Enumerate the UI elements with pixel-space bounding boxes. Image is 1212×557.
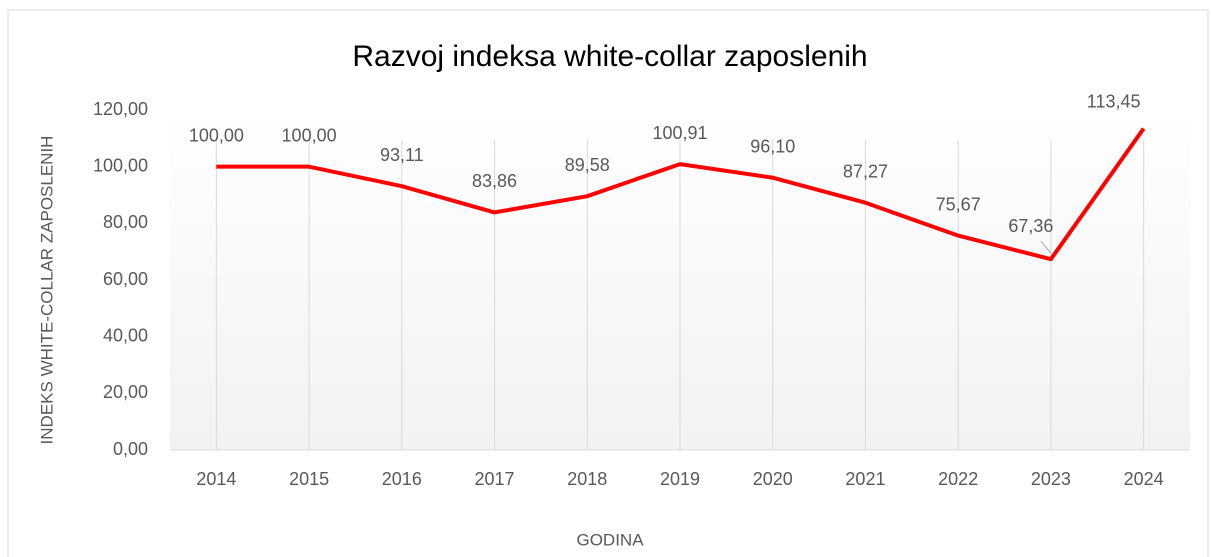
leader-line <box>1040 240 1052 254</box>
x-tick-label: 2017 <box>475 469 515 489</box>
x-tick-label: 2023 <box>1031 469 1071 489</box>
data-label: 75,67 <box>936 194 981 214</box>
data-label: 87,27 <box>843 161 888 181</box>
x-axis-title: GODINA <box>576 530 644 549</box>
x-tick-label: 2022 <box>938 469 978 489</box>
x-tick-label: 2014 <box>196 469 236 489</box>
data-label: 89,58 <box>565 155 610 175</box>
x-tick-label: 2015 <box>289 469 329 489</box>
data-label: 67,36 <box>1008 216 1053 236</box>
y-tick-label: 120,00 <box>93 99 148 119</box>
data-label: 113,45 <box>1087 91 1141 111</box>
chart-title: Razvoj indeksa white-collar zaposlenih <box>352 40 867 73</box>
y-tick-label: 80,00 <box>103 212 148 232</box>
data-label: 93,11 <box>380 145 424 165</box>
data-label: 96,10 <box>750 136 795 156</box>
data-label: 100,91 <box>652 123 707 143</box>
x-tick-label: 2019 <box>660 469 700 489</box>
y-axis-title: INDEKS WHITE-COLLAR ZAPOSLENIH <box>37 136 56 445</box>
x-tick-label: 2020 <box>753 469 793 489</box>
data-label: 100,00 <box>282 125 337 145</box>
y-tick-label: 40,00 <box>103 325 148 345</box>
data-label: 83,86 <box>472 171 517 191</box>
line <box>216 127 1146 262</box>
data-label: 100,00 <box>189 125 244 145</box>
x-tick-label: 2021 <box>845 469 885 489</box>
y-tick-label: 60,00 <box>103 269 148 289</box>
x-tick-label: 2018 <box>567 469 607 489</box>
y-tick-label: 100,00 <box>93 155 148 175</box>
x-tick-label: 2016 <box>382 469 422 489</box>
x-tick-label: 2024 <box>1124 469 1164 489</box>
y-tick-label: 0,00 <box>113 439 148 459</box>
y-tick-label: 20,00 <box>103 382 148 402</box>
